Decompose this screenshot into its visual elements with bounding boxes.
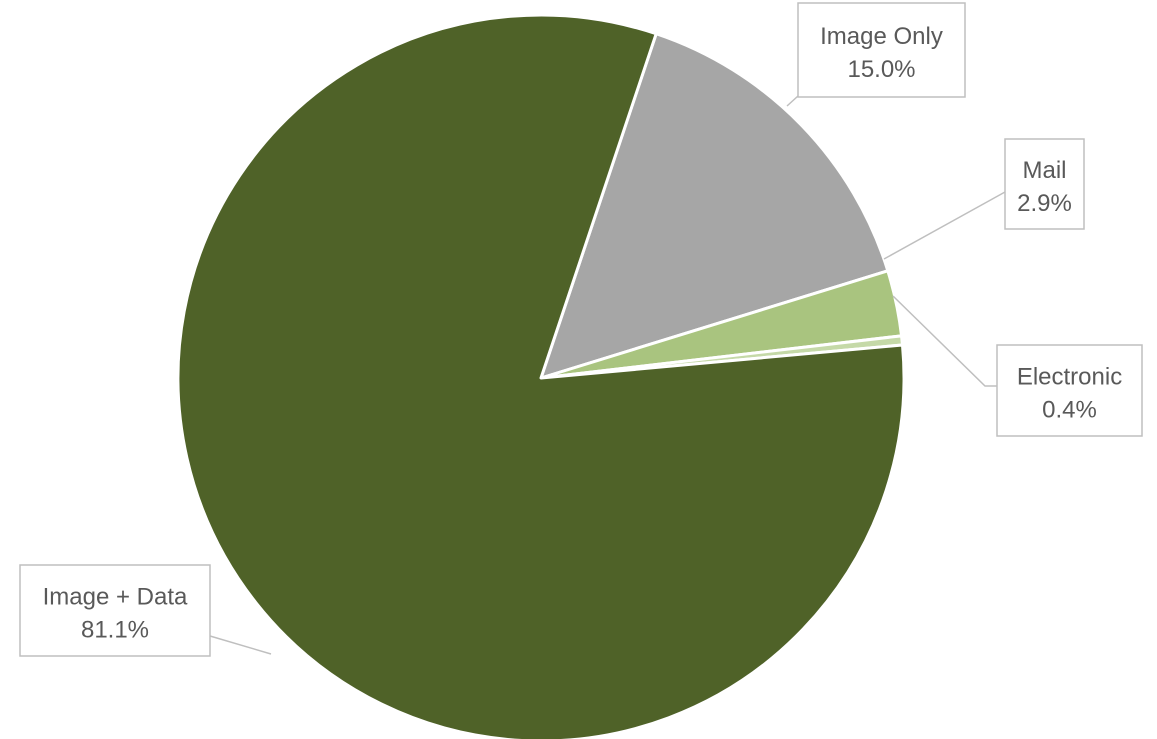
- label-box: [797, 2, 966, 98]
- label-category: Mail: [1022, 157, 1066, 184]
- pie-slices: [176, 13, 906, 739]
- leader-line-image-only: [786, 95, 799, 107]
- leader-line-electronic: [892, 295, 997, 387]
- slice-image-data: [176, 13, 906, 739]
- label-box: [996, 344, 1143, 437]
- label-box: [1004, 138, 1085, 230]
- leader-line-mail: [883, 191, 1006, 260]
- label-box: [19, 564, 211, 657]
- data-label-image-only: Image Only 15.0%: [797, 2, 966, 98]
- data-label-image-data: Image + Data 81.1%: [19, 564, 211, 657]
- label-percent: 15.0%: [847, 56, 915, 83]
- label-category: Image + Data: [43, 584, 188, 611]
- leader-lines: [209, 95, 1006, 655]
- label-percent: 2.9%: [1017, 190, 1072, 217]
- leader-line-image-data: [209, 635, 272, 655]
- label-percent: 81.1%: [81, 617, 149, 644]
- data-labels: Image Only 15.0% Mail 2.9% Electronic 0.4% Ima…: [19, 2, 1143, 657]
- data-label-mail: Mail 2.9%: [1004, 138, 1085, 230]
- label-percent: 0.4%: [1042, 397, 1097, 424]
- label-category: Electronic: [1017, 364, 1122, 391]
- label-category: Image Only: [820, 23, 943, 50]
- data-label-electronic: Electronic 0.4%: [996, 344, 1143, 437]
